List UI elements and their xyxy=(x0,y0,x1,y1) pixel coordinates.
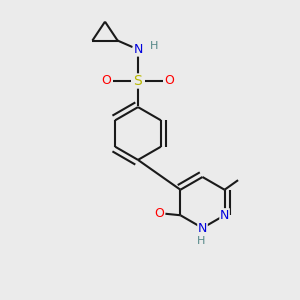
Text: H: H xyxy=(197,236,205,246)
Text: O: O xyxy=(165,74,174,88)
Text: O: O xyxy=(154,207,164,220)
Text: H: H xyxy=(149,41,158,51)
Text: N: N xyxy=(133,43,143,56)
Text: N: N xyxy=(198,221,207,235)
Text: S: S xyxy=(134,74,142,88)
Text: O: O xyxy=(102,74,111,88)
Text: N: N xyxy=(220,209,229,222)
